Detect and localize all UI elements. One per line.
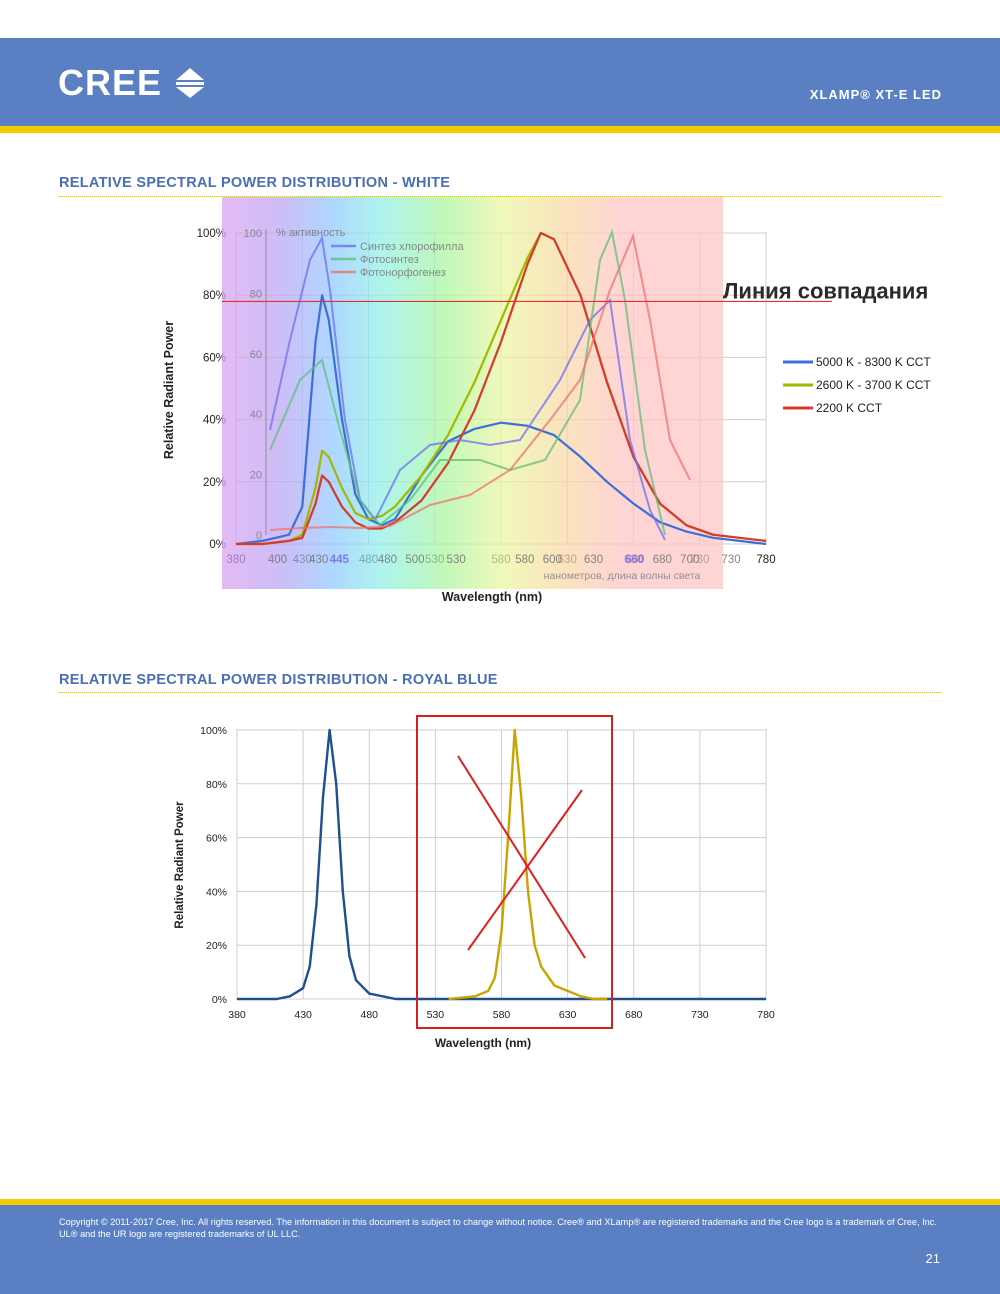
header-stripe	[0, 126, 1000, 133]
photo-x-tick-label: 660	[625, 554, 644, 566]
cree-logo: CREE	[58, 62, 163, 103]
section-divider	[59, 196, 941, 197]
y-tick-label: 60%	[203, 352, 226, 364]
cross-out-mark	[457, 755, 586, 959]
section-divider	[59, 692, 941, 693]
photo-x-label: нанометров, длина волны света	[544, 570, 701, 582]
section-title-royal-blue: RELATIVE SPECTRAL POWER DISTRIBUTION - R…	[59, 672, 498, 688]
x-axis-label: Wavelength (nm)	[442, 590, 542, 604]
y-tick-label: 20%	[206, 940, 227, 952]
series-lines	[237, 728, 766, 1001]
white-spectrum-chart: 0%20%40%60%80%100% 380430480530580630680…	[162, 197, 931, 604]
y-tick-label: 20%	[203, 477, 226, 489]
x-tick-label: 530	[427, 1009, 445, 1021]
y-tick-label: 40%	[203, 415, 226, 427]
section-title-white: RELATIVE SPECTRAL POWER DISTRIBUTION - W…	[59, 175, 451, 191]
photo-x-tick-label: 700	[680, 554, 699, 566]
legend: 5000 K - 8300 K CCT 2600 K - 3700 K CCT 22…	[783, 355, 931, 415]
copyright-text: Copyright © 2011-2017 Cree, Inc. All rig…	[59, 1217, 937, 1239]
series-line-3	[236, 231, 767, 546]
photo-x-tick-label: 480	[378, 554, 397, 566]
photo-x-tick-label: 580	[515, 554, 534, 566]
y-tick-label: 60%	[206, 833, 227, 845]
match-line-label: Линия совпадания	[723, 278, 928, 303]
x-tick-label: 680	[625, 1009, 643, 1021]
photo-curve-3	[269, 232, 691, 531]
photo-y-tick-label: 60	[250, 349, 262, 361]
x-axis-label: Wavelength (nm)	[435, 1036, 531, 1050]
x-tick-label: 730	[691, 1009, 709, 1021]
cree-arrows-icon	[176, 68, 204, 98]
photo-x-tick-label: 430	[309, 554, 328, 566]
x-tick-label: 430	[294, 1009, 312, 1021]
photo-axis-title: % активность	[276, 227, 346, 239]
photo-y-tick-label: 20	[250, 470, 262, 482]
spectrum-overlay	[222, 197, 723, 589]
photo-x-tick-label: 445	[330, 554, 350, 566]
y-tick-label: 80%	[203, 290, 226, 302]
grid	[236, 729, 767, 1000]
x-tick-label: 580	[493, 1009, 511, 1021]
footer-band	[0, 1205, 1000, 1294]
photo-x-tick-label: 400	[268, 554, 287, 566]
photo-legend-label: Синтез хлорофилла	[360, 241, 464, 253]
y-tick-label: 80%	[206, 779, 227, 791]
photobiology-overlay: 100 80 60 40 20 0 % активность 400 430 445 480 500 5…	[244, 227, 741, 582]
x-tick-label: 780	[757, 1009, 775, 1021]
y-tick-label: 0%	[212, 994, 227, 1006]
photo-curve-2	[269, 228, 666, 536]
legend-label: 5000 K - 8300 K CCT	[816, 355, 931, 369]
y-tick-label: 100%	[200, 725, 227, 737]
y-axis-label: Relative Radiant Power	[162, 321, 176, 459]
photo-curve-1	[269, 234, 666, 541]
x-tick-label: 380	[228, 1009, 246, 1021]
charts-canvas: 0% 20% 40% 60% 80% 100% 380 430 480 530 580 630 680…	[162, 197, 931, 1050]
y-tick-label: 40%	[206, 886, 227, 898]
photo-y-tick-label: 100	[244, 228, 262, 240]
series-line-1	[237, 728, 766, 1001]
header-band	[0, 38, 1000, 126]
y-ticks: 0% 20% 40% 60% 80% 100%	[197, 228, 226, 551]
y-ticks: 0% 20% 40% 60% 80% 100%	[200, 725, 227, 1006]
y-axis-label: Relative Radiant Power	[174, 801, 186, 929]
legend-label: 2200 K CCT	[816, 401, 883, 415]
x-tick-label: 780	[756, 554, 775, 566]
photo-y-tick-label: 0	[256, 530, 262, 542]
product-name: XLAMP® XT-E LED	[809, 87, 942, 102]
photo-x-tick-label: 500	[405, 554, 424, 566]
series-line-2	[448, 728, 608, 1001]
x-ticks: 380 430 480 530 580 630 680 730 780	[228, 1009, 775, 1021]
photo-x-tick-label: 630	[584, 554, 603, 566]
royal-blue-spectrum-chart: 0% 20% 40% 60% 80% 100% 380 430 480 530 580 630 680…	[174, 715, 775, 1050]
photo-legend-label: Фотонорфогенез	[360, 267, 446, 279]
cross-out-mark	[467, 789, 583, 951]
photo-legend-label: Фотосинтез	[360, 254, 419, 266]
x-tick-label: 630	[559, 1009, 577, 1021]
y-tick-label: 100%	[197, 228, 226, 240]
photo-x-tick-label: 730	[721, 554, 740, 566]
photo-y-tick-label: 80	[250, 288, 262, 300]
page-number: 21	[925, 1251, 940, 1266]
footer-stripe	[0, 1199, 1000, 1205]
photo-x-tick-label: 600	[543, 554, 562, 566]
photo-y-tick-label: 40	[250, 409, 262, 421]
y-tick-label: 0%	[209, 539, 226, 551]
photo-x-tick-label: 680	[653, 554, 672, 566]
x-tick-label: 480	[360, 1009, 378, 1021]
photo-x-tick-label: 530	[447, 554, 466, 566]
highlight-box	[416, 715, 613, 1029]
legend-label: 2600 K - 3700 K CCT	[816, 378, 931, 392]
